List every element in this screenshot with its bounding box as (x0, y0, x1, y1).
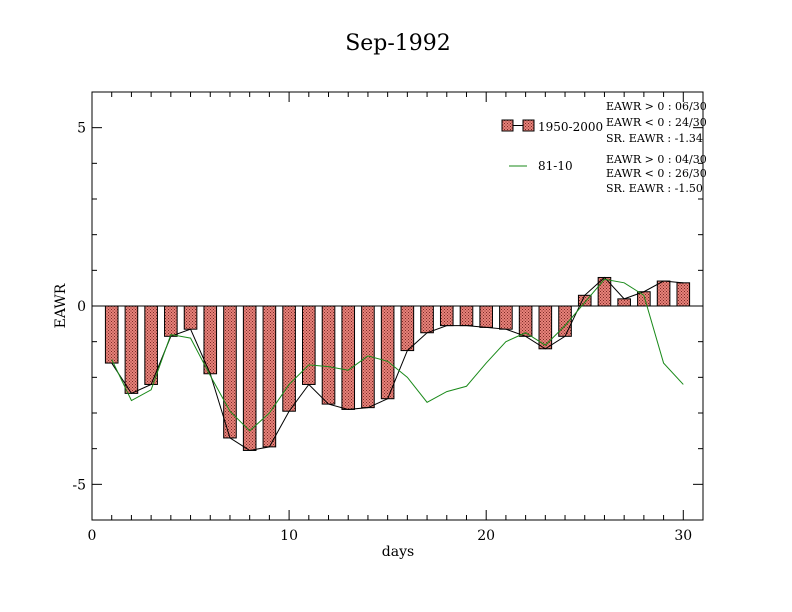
bar (262, 305, 277, 448)
bar (637, 291, 651, 307)
stats-1-sr: SR. EAWR : -1.34 (606, 132, 703, 145)
bar (242, 305, 257, 451)
bar (479, 305, 493, 328)
legend-bar-label: 1950-2000 (538, 120, 603, 134)
bar (400, 305, 415, 352)
legend-bar-swatch-right (522, 119, 535, 132)
stats-2-negative: EAWR < 0 : 26/30 (606, 167, 707, 180)
y-tick-label: 0 (77, 299, 86, 315)
bar (499, 305, 513, 330)
bar (518, 305, 533, 337)
stats-1-negative: EAWR < 0 : 24/30 (606, 116, 707, 129)
bar-series-line (111, 276, 684, 451)
line-series-81-10 (111, 278, 684, 432)
stats-2-positive: EAWR > 0 : 04/30 (606, 153, 707, 166)
bar (124, 305, 139, 394)
bar (380, 305, 395, 400)
x-tick-label: 0 (88, 528, 97, 544)
bar (459, 305, 474, 327)
bar (656, 280, 671, 307)
x-tick-label: 30 (674, 528, 692, 544)
y-tick-label: 5 (77, 121, 86, 137)
legend-line-label: 81-10 (538, 159, 573, 173)
stats-1-positive: EAWR > 0 : 06/30 (606, 100, 707, 113)
y-axis-label: EAWR (53, 283, 69, 328)
x-tick-label: 20 (477, 528, 495, 544)
bar-series (104, 276, 691, 451)
y-axis-ticks: -5 0 5 (72, 121, 703, 493)
legend-bar-swatch-left (501, 119, 514, 132)
x-axis-ticks: 0 10 20 30 (88, 92, 704, 544)
legend: 1950-2000 81-10 EAWR > 0 : 06/30 EAWR < … (501, 100, 707, 195)
bar (676, 282, 691, 307)
stats-2-sr: SR. EAWR : -1.50 (606, 182, 703, 195)
bar (321, 305, 336, 405)
chart-title: Sep-1992 (345, 31, 451, 56)
bar (104, 305, 119, 364)
bar (282, 305, 296, 412)
y-tick-label: -5 (72, 477, 86, 493)
x-tick-label: 10 (280, 528, 298, 544)
bar (302, 305, 316, 385)
bar (420, 305, 434, 334)
bar (183, 305, 198, 330)
bar (617, 298, 631, 307)
bar (341, 305, 356, 410)
bar (439, 305, 454, 327)
x-axis-label: days (382, 544, 414, 560)
bar (164, 305, 178, 337)
bar (223, 305, 237, 439)
